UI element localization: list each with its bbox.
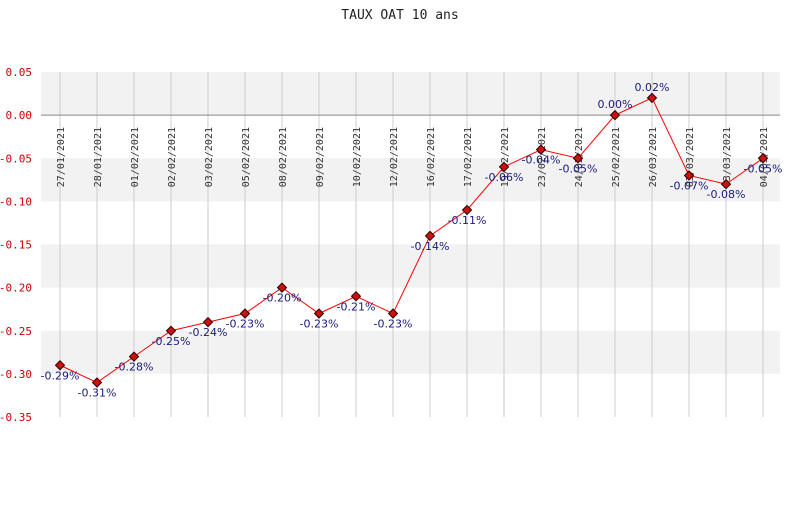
data-point-marker xyxy=(313,308,325,319)
background-bands xyxy=(41,72,780,417)
x-tick-label: 19/02/2021 xyxy=(500,127,511,187)
data-value-label: -0.04% xyxy=(522,154,561,167)
data-point-marker xyxy=(498,161,510,173)
series-line-path xyxy=(59,97,764,384)
data-point-marker xyxy=(239,308,251,319)
data-point-marker xyxy=(720,178,732,190)
data-value-label: -0.06% xyxy=(485,171,524,184)
x-axis-ticks: 27/01/2021 28/01/2021 01/02/2021 02/02/2021… xyxy=(56,127,770,187)
data-value-label: -0.25% xyxy=(152,335,191,348)
x-tick-label: 27/01/2021 xyxy=(56,127,67,187)
data-value-label: -0.20% xyxy=(263,292,302,305)
background-band xyxy=(41,287,780,331)
data-value-label: 0.00% xyxy=(598,98,633,111)
data-point-marker xyxy=(461,204,473,216)
data-point-marker xyxy=(54,360,66,371)
data-point-marker xyxy=(128,351,140,362)
x-tick-label: 12/02/2021 xyxy=(389,127,400,187)
data-value-label: -0.05% xyxy=(559,162,598,175)
y-tick-label: 0.05 xyxy=(6,66,33,79)
x-tick-label: 03/02/2021 xyxy=(204,127,215,187)
background-band xyxy=(41,115,780,159)
data-labels: -0.29%-0.31%-0.28%-0.25%-0.24%-0.23%-0.2… xyxy=(41,81,783,400)
data-point-marker xyxy=(91,377,103,388)
data-value-label: -0.07% xyxy=(670,180,709,193)
x-tick-label: 01/02/2021 xyxy=(130,127,141,187)
data-point-marker xyxy=(276,282,288,293)
data-value-label: -0.29% xyxy=(41,369,80,382)
x-tick-label: 08/02/2021 xyxy=(278,127,289,187)
y-tick-label: -0.10 xyxy=(0,195,32,208)
data-value-label: -0.11% xyxy=(448,214,487,227)
y-tick-label: 0.00 xyxy=(6,109,33,122)
y-tick-label: -0.35 xyxy=(0,411,32,424)
data-point-marker xyxy=(424,230,436,242)
data-value-label: 0.02% xyxy=(635,81,670,94)
data-point-marker xyxy=(387,308,399,319)
data-value-label: -0.31% xyxy=(78,387,117,400)
data-point-marker xyxy=(350,291,362,302)
data-value-label: -0.21% xyxy=(337,300,376,313)
y-tick-label: -0.20 xyxy=(0,282,32,295)
data-point-marker xyxy=(202,316,214,328)
background-band xyxy=(41,244,780,288)
x-tick-label: 17/02/2021 xyxy=(463,127,474,187)
x-tick-label: 09/02/2021 xyxy=(315,127,326,187)
data-point-marker xyxy=(757,153,769,164)
x-tick-label: 03/03/2021 xyxy=(685,127,696,187)
series-line xyxy=(59,97,764,384)
data-value-label: -0.05% xyxy=(744,162,783,175)
data-point-marker xyxy=(683,170,695,181)
background-band xyxy=(41,201,780,245)
background-band xyxy=(41,330,780,374)
data-value-label: -0.23% xyxy=(226,318,265,331)
y-tick-label: -0.05 xyxy=(0,152,32,165)
y-tick-label: -0.30 xyxy=(0,368,32,381)
vertical-gridlines xyxy=(59,72,764,417)
data-markers xyxy=(54,92,769,388)
x-tick-label: 23/02/2021 xyxy=(537,127,548,187)
data-value-label: -0.28% xyxy=(115,361,154,374)
x-tick-label: 25/02/2021 xyxy=(611,127,622,187)
data-point-marker xyxy=(646,92,658,104)
y-axis-ticks: 0.05 0.00 -0.05 -0.10 -0.15 -0.20 -0.25 -0.30 -0… xyxy=(0,66,32,424)
x-tick-label: 16/02/2021 xyxy=(426,127,437,187)
data-point-marker xyxy=(572,153,584,164)
x-tick-label: 28/01/2021 xyxy=(93,127,104,187)
data-point-marker xyxy=(165,325,177,336)
x-tick-label: 03/03/2021 xyxy=(722,127,733,187)
data-point-marker xyxy=(609,109,621,121)
x-tick-label: 05/02/2021 xyxy=(241,127,252,187)
data-value-label: -0.23% xyxy=(300,318,339,331)
background-band xyxy=(41,373,780,417)
data-value-label: -0.14% xyxy=(411,240,450,253)
data-point-marker xyxy=(535,144,547,155)
data-value-label: -0.24% xyxy=(189,326,228,339)
y-tick-label: -0.25 xyxy=(0,325,32,338)
background-band xyxy=(41,158,780,202)
x-tick-label: 10/02/2021 xyxy=(352,127,363,187)
y-tick-label: -0.15 xyxy=(0,239,32,252)
x-tick-label: 02/02/2021 xyxy=(167,127,178,187)
chart-title: TAUX OAT 10 ans xyxy=(341,8,458,23)
x-tick-label: 26/03/2021 xyxy=(648,127,659,187)
data-value-label: -0.08% xyxy=(707,188,746,201)
data-value-label: -0.23% xyxy=(374,318,413,331)
